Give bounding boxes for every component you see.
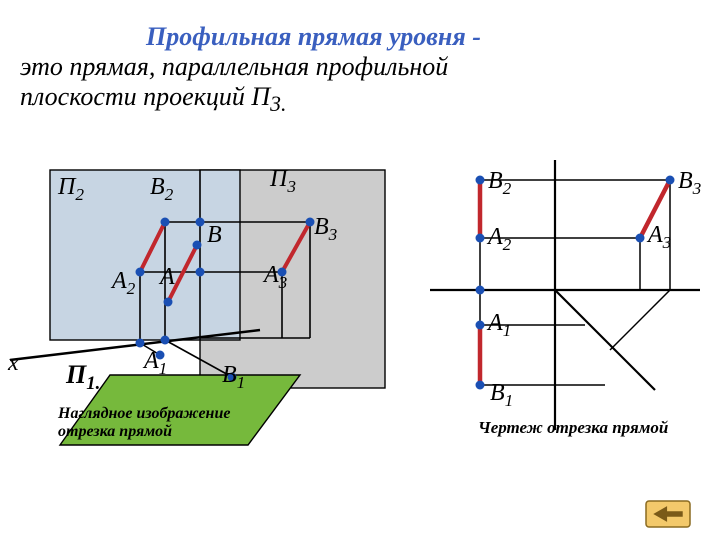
nav-back-button[interactable] — [645, 500, 691, 528]
diagram-label: В1 — [222, 362, 245, 393]
diagram-label: А — [160, 264, 175, 291]
diagram-label: В — [207, 222, 222, 249]
diagram-label: А3 — [264, 262, 287, 293]
title-line1: Профильная прямая уровня - — [146, 22, 481, 52]
diagram-label: П2 — [58, 174, 84, 205]
nav-back-icon — [645, 500, 691, 528]
diagram-label: П1. — [66, 360, 100, 395]
title-line2b: плоскости проекций П3. — [20, 82, 481, 117]
diagram-label: х — [8, 350, 19, 377]
diagram-label: В2 — [488, 168, 511, 199]
right-diagram — [420, 160, 720, 490]
diagram-label: В3 — [314, 214, 337, 245]
diagram-label: А2 — [112, 268, 135, 299]
caption-left: Наглядное изображениеотрезка прямой — [58, 405, 230, 441]
diagram-label: А2 — [488, 224, 511, 255]
diagram-label: А1 — [488, 310, 511, 341]
caption-right: Чертеж отрезка прямой — [478, 418, 668, 438]
diagram-label: А3 — [648, 222, 671, 253]
diagram-label: В2 — [150, 174, 173, 205]
diagram-label: В1 — [490, 380, 513, 411]
diagram-label: В3 — [678, 168, 701, 199]
page-title: Профильная прямая уровня - это прямая, п… — [20, 22, 481, 117]
diagram-label: А1 — [144, 348, 167, 379]
title-line2a: это прямая, параллельная профильной — [20, 52, 481, 82]
diagram-label: П3 — [270, 166, 296, 197]
